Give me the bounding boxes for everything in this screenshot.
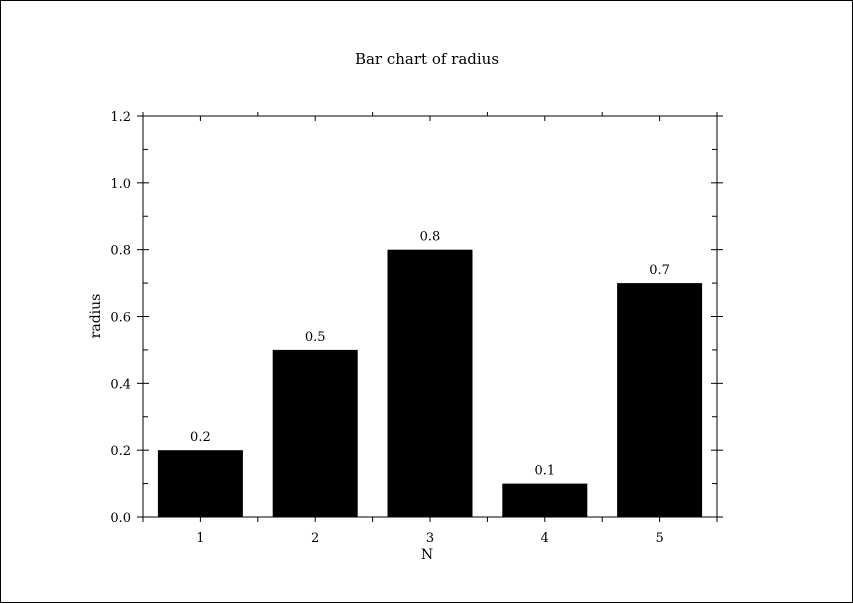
y-axis-title: radius — [88, 294, 104, 339]
y-tick-label: 0.4 — [110, 377, 131, 392]
x-tick-label-4: 4 — [541, 531, 549, 546]
x-axis-title: N — [421, 547, 433, 563]
axis-ticks — [137, 112, 723, 522]
y-tick-label: 1.0 — [110, 177, 131, 192]
x-tick-labels: 1 2 3 4 5 — [196, 531, 663, 546]
value-label-3: 0.8 — [420, 230, 441, 245]
value-label-2: 0.5 — [305, 330, 326, 345]
bar-3 — [387, 249, 473, 517]
x-tick-label-2: 2 — [311, 531, 319, 546]
y-tick-label: 1.2 — [110, 110, 131, 125]
y-tick-label: 0.0 — [110, 511, 131, 526]
x-tick-label-5: 5 — [655, 531, 663, 546]
y-tick-label: 0.8 — [110, 244, 131, 259]
y-tick-label: 0.6 — [110, 311, 131, 326]
bar-4 — [502, 483, 588, 517]
value-label-5: 0.7 — [649, 263, 670, 278]
bar-2 — [272, 349, 358, 517]
x-tick-label-3: 3 — [426, 531, 434, 546]
y-tick-labels: 0.0 0.2 0.4 0.6 0.8 1.0 1.2 — [110, 110, 131, 526]
value-label-1: 0.2 — [190, 430, 211, 445]
bars-group — [157, 249, 703, 517]
y-tick-label: 0.2 — [110, 444, 131, 459]
value-labels-group: 0.2 0.5 0.8 0.1 0.7 — [190, 230, 670, 479]
chart-title: Bar chart of radius — [355, 50, 499, 68]
bar-5 — [617, 283, 703, 517]
x-tick-label-1: 1 — [196, 531, 204, 546]
bar-1 — [157, 450, 243, 517]
value-label-4: 0.1 — [534, 464, 555, 479]
